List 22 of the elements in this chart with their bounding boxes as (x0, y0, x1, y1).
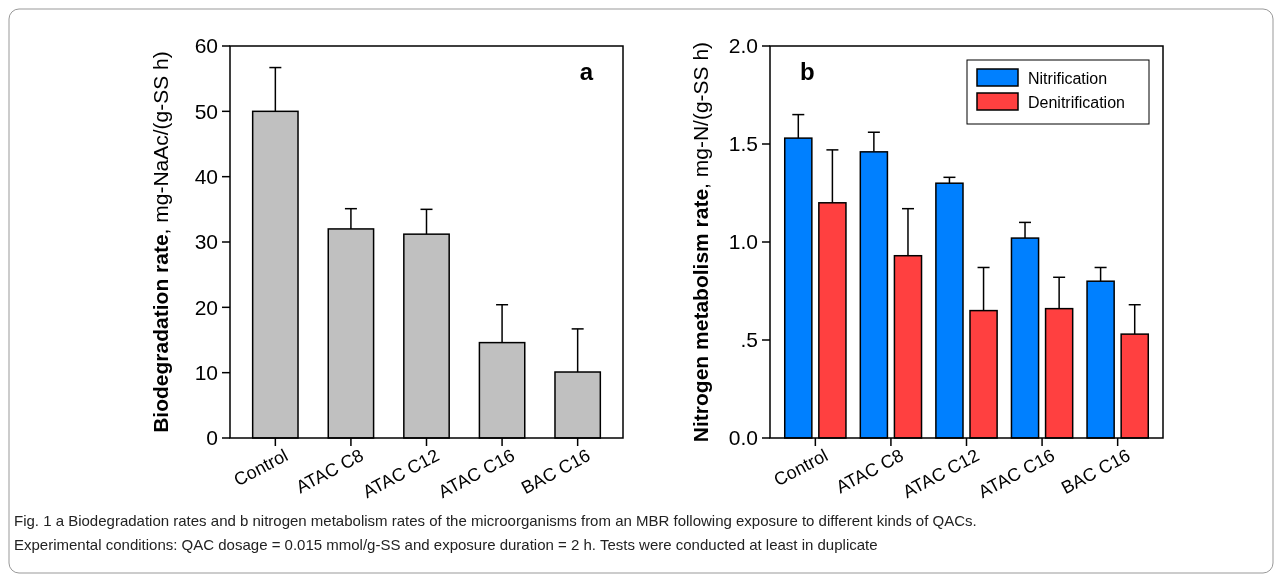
y-tick-label: 2.0 (728, 34, 758, 58)
y-tick-label: .5 (740, 328, 758, 352)
legend-label: Denitrification (1028, 93, 1125, 111)
y-tick-label: 50 (194, 99, 218, 123)
x-tick-label: BAC C16 (517, 445, 594, 499)
y-tick-label: 30 (194, 230, 218, 254)
y-tick-label: 0.0 (728, 426, 758, 450)
text: b (800, 58, 815, 85)
y-tick-label: 20 (194, 295, 218, 319)
y-tick-label: 1.5 (728, 132, 758, 156)
y-axis-title: Nitrogen metabolism rate, mg-N/(g-SS h) (689, 41, 712, 443)
y-tick-label: 40 (194, 165, 218, 189)
y-axis-title: Biodegradation rate, mg-NaAc/(g-SS h) (149, 51, 172, 433)
x-tick-label: BAC C16 (1057, 445, 1134, 499)
y-tick-label: 0 (206, 426, 218, 450)
caption: Fig. 1 a Biodegradation rates and b nitrogen metabolism rates of the microorganisms from an MBR following exposure to different kinds of QACs. (14, 512, 977, 529)
y-tick-label: 1.0 (728, 230, 758, 254)
text: Experimental conditions: QAC dosage = 0.015 mmol/g-SS and exposure duration = 2 h. Tests were conducted at least in duplicate (14, 536, 878, 553)
y-tick-label: 10 (194, 361, 218, 385)
legend-label: Nitrification (1028, 69, 1108, 87)
text: a (579, 58, 594, 85)
y-tick-label: 60 (194, 34, 218, 58)
